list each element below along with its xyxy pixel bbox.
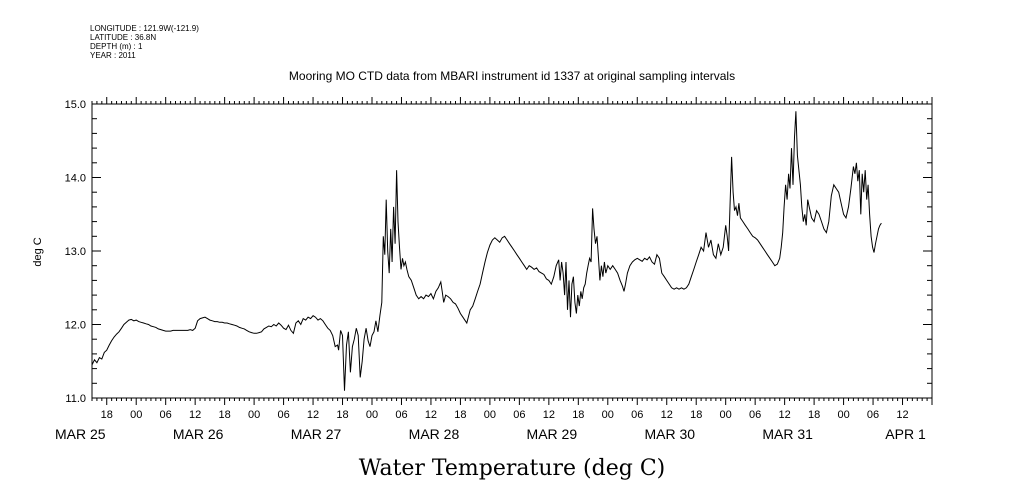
x-tick-label: 18 xyxy=(690,409,702,421)
x-tick-label: 06 xyxy=(395,409,407,421)
latitude-text: LATITUDE : 36.8N xyxy=(90,33,156,42)
x-tick-label: 06 xyxy=(631,409,643,421)
x-tick-label: 12 xyxy=(189,409,201,421)
x-tick-label: 18 xyxy=(219,409,231,421)
day-label: MAR 30 xyxy=(644,426,695,442)
x-tick-label: 00 xyxy=(248,409,260,421)
header-info: LONGITUDE : 121.9W(-121.9) LATITUDE : 36… xyxy=(90,24,199,60)
year-text: YEAR : 2011 xyxy=(90,51,136,60)
y-tick-label: 12.0 xyxy=(65,320,86,332)
x-ticks xyxy=(91,97,933,405)
day-labels: MAR 25 MAR 26 MAR 27 MAR 28 MAR 29 MAR 30 MAR … xyxy=(55,426,926,442)
y-tick-label: 11.0 xyxy=(65,393,86,405)
x-tick-label: 00 xyxy=(366,409,378,421)
day-label: MAR 26 xyxy=(173,426,224,442)
x-tick-label: 06 xyxy=(160,409,172,421)
day-label: MAR 29 xyxy=(527,426,578,442)
day-label: MAR 25 xyxy=(55,426,106,442)
x-tick-label: 12 xyxy=(896,409,908,421)
x-tick-label: 12 xyxy=(543,409,555,421)
x-axis-label: Water Temperature (deg C) xyxy=(359,456,666,481)
x-tick-label: 18 xyxy=(336,409,348,421)
day-label: MAR 31 xyxy=(762,426,813,442)
x-tick-label: 00 xyxy=(484,409,496,421)
x-tick-label: 06 xyxy=(513,409,525,421)
day-label: APR 1 xyxy=(885,426,926,442)
x-tick-label: 00 xyxy=(130,409,142,421)
plot-frame xyxy=(91,103,933,399)
day-label: MAR 27 xyxy=(291,426,342,442)
x-tick-label: 12 xyxy=(661,409,673,421)
depth-text: DEPTH (m) : 1 xyxy=(90,42,143,51)
water-temperature-line xyxy=(91,111,882,391)
x-tick-label: 06 xyxy=(277,409,289,421)
x-tick-label: 18 xyxy=(101,409,113,421)
y-tick-label: 13.0 xyxy=(65,246,86,258)
x-tick-label: 00 xyxy=(837,409,849,421)
y-tick-label: 15.0 xyxy=(65,99,86,111)
x-tick-label: 12 xyxy=(779,409,791,421)
y-ticks: 11.0 12.0 13.0 14.0 15.0 xyxy=(65,99,932,405)
x-tick-label: 18 xyxy=(808,409,820,421)
x-tick-label: 06 xyxy=(867,409,879,421)
day-label: MAR 28 xyxy=(409,426,460,442)
x-tick-label: 18 xyxy=(572,409,584,421)
x-tick-label: 00 xyxy=(602,409,614,421)
x-tick-label: 12 xyxy=(425,409,437,421)
y-tick-label: 14.0 xyxy=(65,173,86,185)
x-tick-labels: 18 00 06 12 18 00 06 12 18 00 06 12 18 00 06 12 18 00 06 12… xyxy=(101,409,909,421)
x-tick-label: 00 xyxy=(720,409,732,421)
x-tick-label: 18 xyxy=(454,409,466,421)
y-axis-label: deg C xyxy=(32,237,44,266)
longitude-text: LONGITUDE : 121.9W(-121.9) xyxy=(90,24,199,33)
chart-title: Mooring MO CTD data from MBARI instrumen… xyxy=(289,69,735,83)
x-tick-label: 06 xyxy=(749,409,761,421)
x-tick-label: 12 xyxy=(307,409,319,421)
